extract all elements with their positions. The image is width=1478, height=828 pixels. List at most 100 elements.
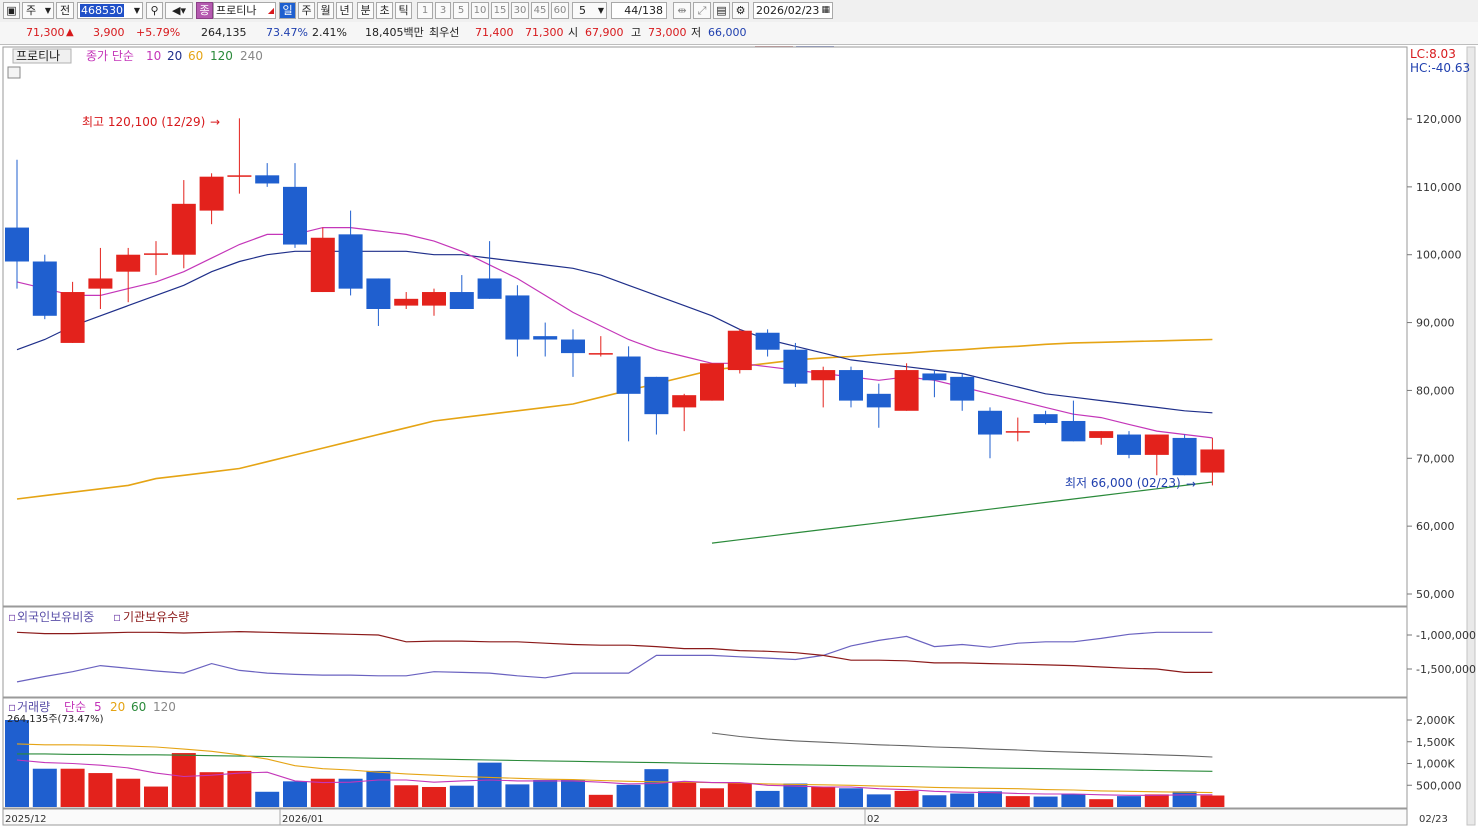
candle-body (1005, 431, 1030, 433)
candle-body (171, 203, 196, 255)
stock-chart[interactable]: 120,000 110,000 100,000 90,000 80,000 70,000 6… (0, 46, 1478, 828)
volume-bar (338, 778, 363, 807)
volume-bar (422, 786, 446, 807)
interval-1[interactable]: 1 (417, 2, 433, 19)
price-axis-label: 110,000 (1416, 181, 1462, 194)
candle-body (811, 370, 836, 381)
period-week[interactable]: 주 (298, 2, 315, 19)
stock-name: 프로티나 (216, 4, 257, 17)
x-label-2026-01: 2026/01 (282, 814, 324, 825)
candle-body (727, 330, 752, 371)
stock-name-field[interactable]: 프로티나 ◢ (213, 2, 276, 19)
period-day[interactable]: 일 (279, 2, 296, 19)
volume-bar (839, 788, 863, 807)
ma60-line (16, 338, 1213, 500)
stock-code-input[interactable]: 468530 ▼ (77, 2, 143, 19)
vol-ma60-line (17, 753, 1213, 772)
volume-bar (88, 773, 113, 807)
candle-body (199, 176, 224, 211)
expand-icon[interactable]: ⤢ (693, 2, 711, 19)
candle-body (755, 332, 780, 350)
interval-45[interactable]: 45 (531, 2, 549, 19)
volume-bar (171, 753, 196, 807)
period-month[interactable]: 월 (317, 2, 334, 19)
volume-bar (533, 780, 558, 807)
range-icon[interactable]: ⇹ (673, 2, 691, 19)
candle-body (922, 373, 947, 381)
ma20-line (16, 250, 1213, 414)
price-panel-stock-name: 프로티나 (16, 49, 60, 63)
mode-value: 주 (26, 4, 37, 17)
save-icon[interactable]: ▤ (713, 2, 730, 19)
candle-body (422, 292, 446, 306)
interval-30[interactable]: 30 (511, 2, 529, 19)
volume-note: 264,135주(73.47%) (7, 714, 104, 725)
interval-3[interactable]: 3 (435, 2, 451, 19)
window-icon[interactable]: ▣ (3, 2, 20, 19)
volume-bar (922, 795, 947, 807)
candle-body (1033, 414, 1058, 423)
candle-body (144, 253, 168, 255)
current-price: 71,300 (26, 26, 65, 39)
vol-ma120-line (711, 732, 1213, 758)
gear-icon[interactable]: ⚙ (732, 2, 749, 19)
ma10-line (16, 227, 1213, 439)
mode-select[interactable]: 주 ▼ (22, 2, 54, 19)
volume-bar (144, 786, 168, 807)
open-label: 시 (568, 26, 579, 39)
x-label-02: 02 (867, 814, 880, 825)
candle-body (60, 292, 85, 343)
interval-10[interactable]: 10 (471, 2, 489, 19)
volume-bar (866, 794, 891, 807)
stock-tag-box[interactable] (12, 48, 72, 64)
period-tick[interactable]: 틱 (395, 2, 412, 19)
candle-body (1061, 420, 1086, 442)
volume-bar (588, 794, 613, 807)
ma120-line (711, 481, 1213, 544)
candle-body (783, 349, 808, 384)
date-input[interactable]: 2026/02/23 ▦ (753, 2, 833, 19)
volume-legend: 거래량 (17, 700, 50, 714)
candle-body (672, 395, 697, 408)
low-label: 저 (691, 26, 702, 39)
search-icon[interactable]: ⚲ (146, 2, 163, 19)
volume-bar (283, 781, 307, 807)
volume-value: 264,135 (201, 26, 247, 39)
volume-bar (672, 782, 697, 807)
prev-button[interactable]: 전 (56, 2, 74, 19)
speaker-icon[interactable]: ◀▾ (165, 2, 193, 19)
interval-input[interactable]: 5 ▼ (572, 2, 607, 19)
high-price: 73,000 (648, 26, 687, 39)
candle-body (644, 376, 669, 415)
interval-60[interactable]: 60 (551, 2, 569, 19)
volume-bar (32, 768, 57, 807)
table-icon[interactable] (7, 66, 21, 79)
candle-body (1200, 449, 1225, 473)
high-arrow-icon: → (210, 115, 220, 129)
interval-15[interactable]: 15 (491, 2, 509, 19)
scrollbar[interactable] (1466, 46, 1476, 826)
volume-bar (1033, 796, 1058, 807)
chevron-down-icon: ▼ (597, 6, 604, 15)
vol-ma120-legend: 120 (153, 700, 176, 714)
trade-amount: 18,405백만 (365, 26, 424, 39)
open-price: 67,900 (585, 26, 624, 39)
stock-code-value: 468530 (80, 4, 124, 17)
volume-bar (1089, 799, 1114, 807)
candle-body (1117, 434, 1141, 455)
candle-body (88, 278, 113, 289)
vol-ma5-legend: 5 (94, 700, 102, 714)
period-second[interactable]: 초 (376, 2, 393, 19)
candle-body (616, 356, 641, 394)
price-ma-label: 종가 단순 (86, 49, 134, 63)
vol-ma20-line (16, 743, 1213, 794)
period-year[interactable]: 년 (336, 2, 353, 19)
legend-marker: ▫ (8, 700, 16, 714)
interval-5[interactable]: 5 (453, 2, 469, 19)
date-value: 2026/02/23 (756, 4, 820, 17)
candle-body (32, 261, 57, 316)
ma60-legend: 60 (188, 49, 203, 63)
volume-bar (561, 780, 585, 807)
candle-body (5, 227, 29, 262)
period-minute[interactable]: 분 (357, 2, 374, 19)
